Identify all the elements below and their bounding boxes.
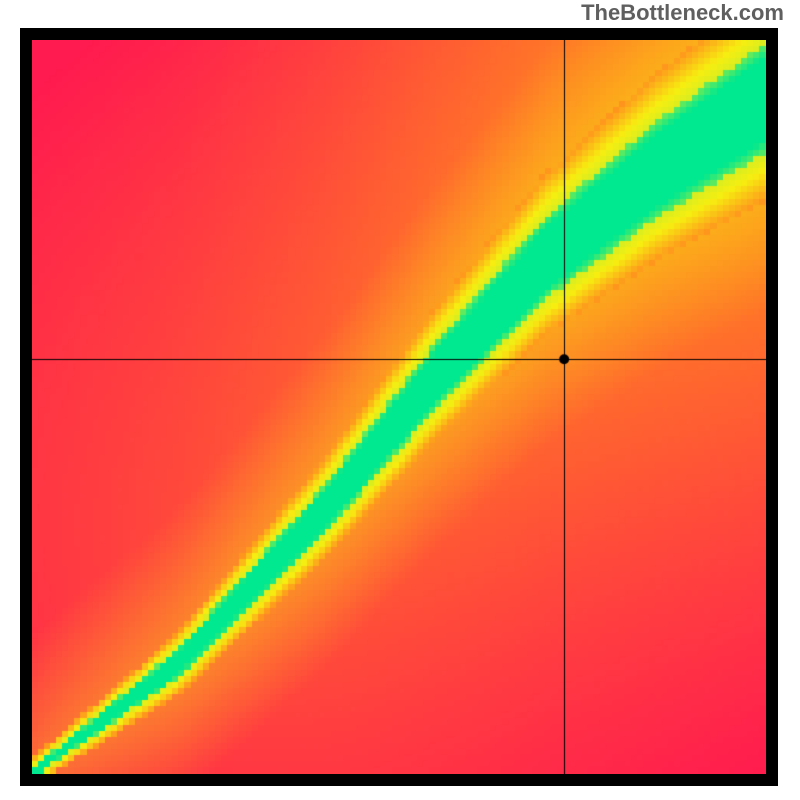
chart-container: TheBottleneck.com	[0, 0, 800, 800]
watermark-text: TheBottleneck.com	[581, 0, 784, 26]
plot-area	[32, 40, 766, 774]
heatmap-canvas	[32, 40, 766, 774]
plot-border	[20, 28, 778, 786]
